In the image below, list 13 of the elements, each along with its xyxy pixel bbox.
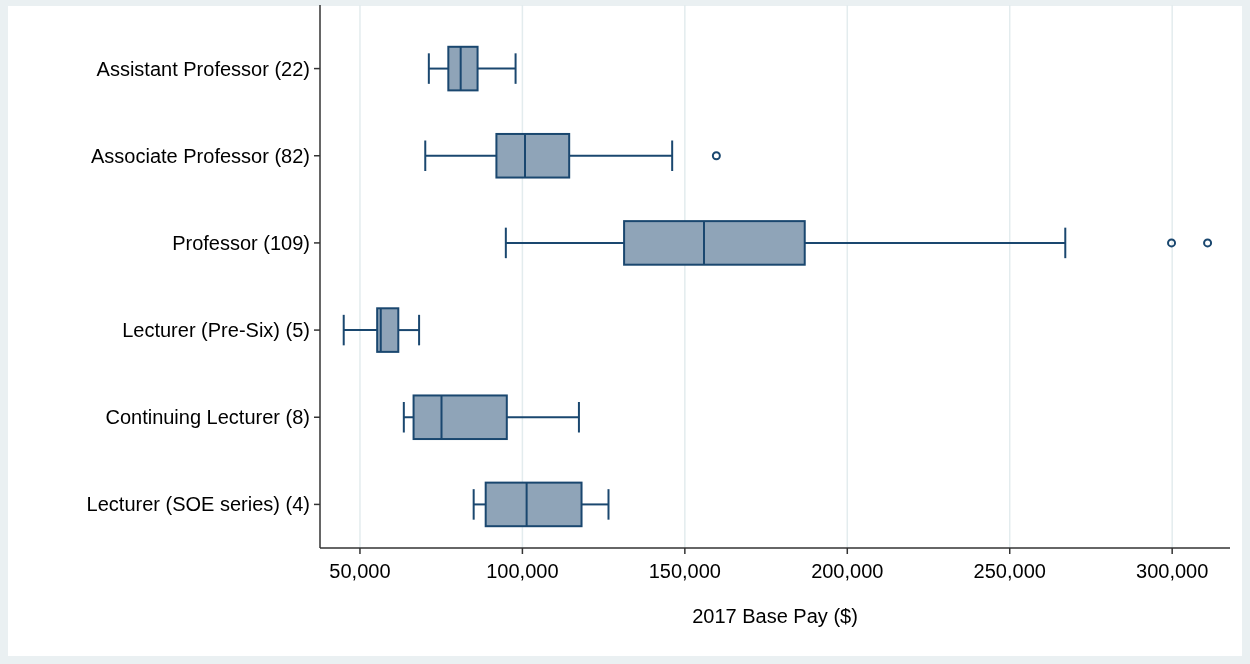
x-tick-label: 250,000 bbox=[973, 560, 1046, 582]
y-tick-label: Continuing Lecturer (8) bbox=[105, 406, 310, 429]
y-tick-label: Lecturer (SOE series) (4) bbox=[86, 493, 310, 516]
y-tick-label: Assistant Professor (22) bbox=[96, 57, 310, 80]
y-tick-label: Professor (109) bbox=[172, 231, 310, 254]
x-tick-label: 50,000 bbox=[329, 560, 391, 582]
x-tick-label: 200,000 bbox=[811, 560, 884, 582]
x-tick-label: 300,000 bbox=[1136, 560, 1209, 582]
y-tick-label: Lecturer (Pre-Six) (5) bbox=[122, 319, 310, 342]
x-tick-label: 150,000 bbox=[648, 560, 721, 582]
y-tick-label: Associate Professor (82) bbox=[91, 144, 310, 167]
x-tick-label: 100,000 bbox=[486, 560, 559, 582]
x-axis-title: 2017 Base Pay ($) bbox=[692, 605, 858, 627]
